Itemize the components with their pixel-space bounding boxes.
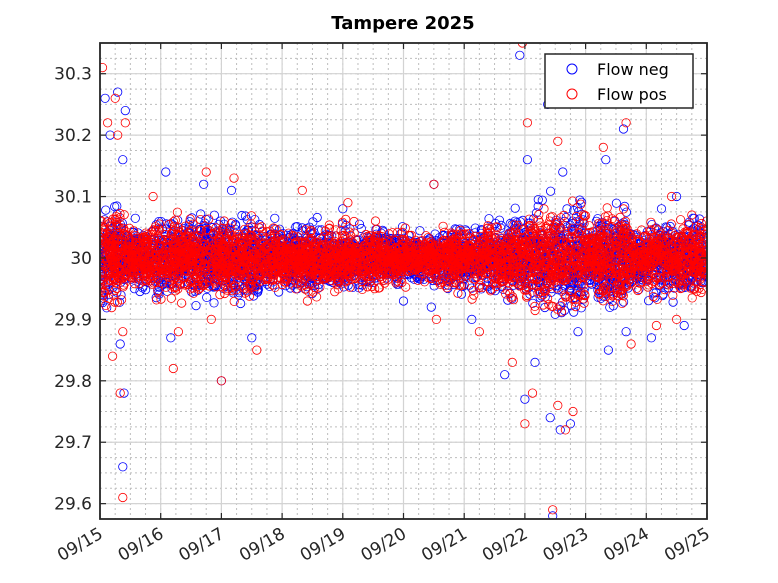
data-point	[693, 220, 704, 231]
data-point	[576, 303, 586, 313]
data-point	[270, 213, 280, 223]
data-point	[354, 219, 365, 229]
data-point	[274, 287, 284, 297]
data-point	[209, 298, 219, 308]
data-point	[658, 289, 668, 299]
data-point	[196, 209, 206, 219]
data-point	[415, 226, 425, 236]
data-point	[605, 302, 615, 312]
data-point	[356, 223, 366, 234]
data-point	[575, 195, 585, 205]
data-point	[668, 297, 678, 307]
data-point	[236, 298, 246, 309]
data-point	[510, 203, 520, 213]
data-point	[546, 283, 557, 294]
data-point	[156, 217, 166, 227]
data-points	[100, 43, 707, 519]
data-point	[101, 205, 111, 215]
data-point	[611, 198, 622, 208]
data-point	[569, 205, 579, 216]
data-point	[115, 297, 125, 307]
